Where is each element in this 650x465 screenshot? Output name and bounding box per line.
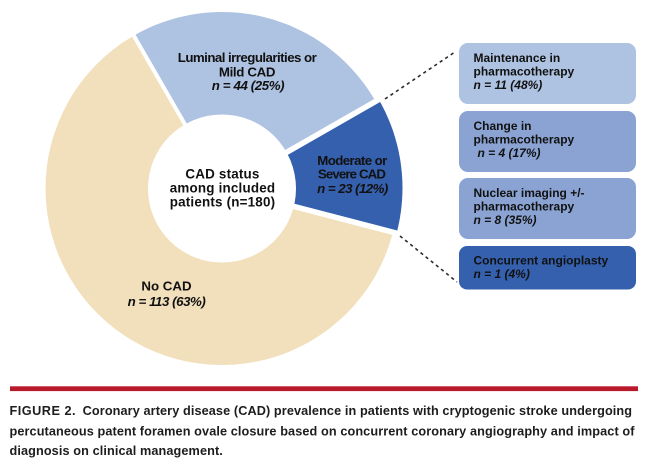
svg-text:Change in: Change in — [474, 119, 532, 133]
svg-text:Moderate or: Moderate or — [317, 153, 387, 168]
svg-text:n = 44 (25%): n = 44 (25%) — [212, 78, 285, 93]
svg-text:percutaneous patent foramen ov: percutaneous patent foramen ovale closur… — [10, 424, 636, 438]
svg-text:pharmacotherapy: pharmacotherapy — [474, 200, 575, 214]
svg-text:Severe CAD: Severe CAD — [318, 166, 386, 181]
svg-text:No CAD: No CAD — [141, 279, 192, 294]
svg-text:patients (n=180): patients (n=180) — [170, 194, 276, 209]
svg-text:FIGURE 2. Coronary artery dise: FIGURE 2. Coronary artery disease (CAD) … — [10, 404, 633, 418]
svg-text:among included: among included — [170, 180, 275, 195]
svg-text:Maintenance in: Maintenance in — [474, 51, 561, 65]
svg-text:n = 4 (17%): n = 4 (17%) — [478, 146, 541, 160]
svg-text:n = 8 (35%): n = 8 (35%) — [474, 213, 537, 227]
svg-text:n = 23 (12%): n = 23 (12%) — [317, 181, 389, 196]
svg-text:diagnosis on clinical manageme: diagnosis on clinical management. — [10, 444, 223, 458]
svg-text:CAD status: CAD status — [185, 166, 259, 181]
svg-text:Mild CAD: Mild CAD — [219, 64, 276, 79]
svg-text:n = 113 (63%): n = 113 (63%) — [128, 294, 207, 309]
svg-text:Nuclear imaging +/-: Nuclear imaging +/- — [474, 186, 585, 200]
svg-text:Concurrent angioplasty: Concurrent angioplasty — [474, 254, 609, 268]
svg-text:n = 11 (48%): n = 11 (48%) — [474, 78, 543, 92]
svg-text:n = 1 (4%): n = 1 (4%) — [474, 267, 530, 281]
svg-text:pharmacotherapy: pharmacotherapy — [474, 65, 575, 79]
svg-text:pharmacotherapy: pharmacotherapy — [474, 133, 575, 147]
svg-text:Luminal irregularities or: Luminal irregularities or — [178, 50, 317, 65]
